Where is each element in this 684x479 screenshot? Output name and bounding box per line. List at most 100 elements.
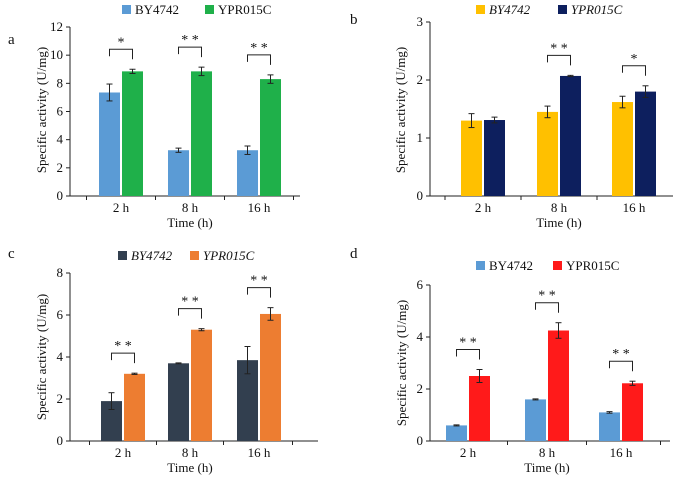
- significance-marker: * *: [181, 295, 199, 310]
- bar-by4742-2h: [101, 401, 122, 441]
- panel-label: d: [350, 246, 358, 262]
- x-tick-label: 8 h: [182, 200, 199, 215]
- x-tick-label: 16 h: [248, 200, 271, 215]
- legend-swatch: [122, 5, 131, 14]
- x-tick-label: 2 h: [475, 200, 492, 215]
- x-tick-label: 2 h: [113, 200, 130, 215]
- y-tick-label: 12: [50, 19, 63, 34]
- legend-entry: BY4742: [135, 2, 179, 17]
- y-tick-label: 4: [57, 349, 64, 364]
- significance-bracket: [247, 54, 271, 65]
- significance-marker: * *: [181, 33, 199, 48]
- x-tick-label: 8 h: [182, 445, 199, 460]
- y-tick-label: 2: [57, 160, 64, 175]
- legend-entry: BY4742: [489, 2, 531, 17]
- bar-by4742-16h: [237, 360, 258, 441]
- significance-marker: *: [631, 52, 638, 67]
- legend-swatch: [190, 251, 199, 260]
- bar-by4742-2h: [99, 92, 120, 196]
- legend-swatch: [118, 251, 127, 260]
- significance-bracket: [178, 308, 202, 319]
- bar-ypr015c-8h: [560, 75, 581, 196]
- bar-ypr015c-16h: [260, 79, 281, 196]
- bar-by4742-16h: [599, 412, 620, 441]
- bar-ypr015c-2h: [484, 120, 505, 196]
- y-axis-label: Specific activity (U/mg): [34, 47, 49, 173]
- significance-marker: * *: [250, 41, 268, 56]
- y-tick-label: 10: [50, 47, 63, 62]
- y-tick-label: 3: [417, 14, 424, 29]
- bar-ypr015c-2h: [469, 376, 490, 441]
- x-axis-label: Time (h): [167, 215, 212, 230]
- significance-bracket: [178, 46, 202, 58]
- bar-ypr015c-8h: [548, 330, 569, 441]
- y-tick-label: 0: [57, 433, 64, 448]
- legend-entry: YPR015C: [218, 2, 271, 17]
- legend-swatch: [476, 261, 485, 270]
- significance-bracket: [622, 65, 646, 76]
- panel-d: d 0 2 4 6 Specific activity (U/mg) 2 h * * 8 h * …: [350, 246, 670, 475]
- panel-b: b 0 1 2 3 Specific activity (U/mg) 2 h 8 h * * 16…: [350, 2, 673, 230]
- y-tick-label: 0: [417, 188, 424, 203]
- y-tick-label: 1: [417, 130, 424, 145]
- x-tick-label: 16 h: [248, 445, 271, 460]
- panel-c: c 0 2 4 6 8 Specific activity (U/mg) 2 h * * 8 h *…: [8, 246, 318, 475]
- bar-by4742-8h: [168, 363, 189, 441]
- bar-ypr015c-8h: [191, 329, 212, 441]
- bar-ypr015c-2h: [124, 373, 145, 441]
- legend-swatch: [558, 5, 567, 14]
- y-tick-label: 6: [417, 277, 424, 292]
- x-tick-label: 8 h: [551, 200, 568, 215]
- significance-marker: * *: [459, 336, 477, 351]
- y-tick-label: 4: [417, 329, 424, 344]
- bar-ypr015c-16h: [260, 313, 281, 441]
- legend-swatch: [553, 261, 562, 270]
- y-axis-label: Specific activity (U/mg): [34, 294, 49, 420]
- y-tick-label: 0: [417, 433, 424, 448]
- significance-marker: * *: [612, 347, 630, 362]
- significance-bracket: [535, 302, 559, 313]
- bar-by4742-8h: [168, 150, 189, 196]
- panel-label: b: [350, 12, 358, 28]
- panel-label: c: [8, 246, 15, 262]
- legend-swatch: [476, 5, 485, 14]
- bar-by4742-16h: [237, 150, 258, 196]
- y-tick-label: 2: [57, 391, 64, 406]
- significance-bracket: [109, 48, 133, 60]
- bar-ypr015c-16h: [622, 383, 643, 441]
- bar-ypr015c-8h: [191, 71, 212, 196]
- bar-by4742-2h: [461, 120, 482, 196]
- x-tick-label: 8 h: [539, 445, 556, 460]
- bar-by4742-2h: [446, 425, 467, 441]
- y-tick-label: 4: [57, 132, 64, 147]
- x-tick-label: 2 h: [460, 445, 477, 460]
- x-axis-label: Time (h): [167, 460, 212, 475]
- x-tick-label: 2 h: [115, 445, 132, 460]
- bar-by4742-8h: [525, 399, 546, 441]
- x-axis-label: Time (h): [524, 460, 569, 475]
- y-axis-label: Specific activity (U/mg): [393, 47, 408, 173]
- significance-bracket: [456, 349, 480, 360]
- x-tick-label: 16 h: [623, 200, 646, 215]
- y-tick-label: 2: [417, 381, 424, 396]
- y-tick-label: 8: [57, 75, 64, 90]
- x-axis-label: Time (h): [536, 215, 581, 230]
- bar-by4742-16h: [612, 102, 633, 196]
- significance-marker: * *: [550, 41, 568, 56]
- legend-entry: YPR015C: [203, 248, 255, 263]
- significance-marker: * *: [250, 274, 268, 289]
- y-tick-label: 6: [57, 104, 64, 119]
- y-axis-label: Specific activity (U/mg): [394, 300, 409, 426]
- significance-marker: *: [118, 35, 125, 50]
- bar-ypr015c-16h: [635, 91, 656, 196]
- x-tick-label: 16 h: [610, 445, 633, 460]
- significance-bracket: [111, 352, 135, 364]
- significance-bracket: [547, 54, 571, 66]
- bar-ypr015c-2h: [122, 71, 143, 196]
- significance-marker: * *: [538, 289, 556, 304]
- y-tick-label: 8: [57, 265, 64, 280]
- legend-entry: YPR015C: [571, 2, 623, 17]
- significance-marker: * *: [114, 339, 132, 354]
